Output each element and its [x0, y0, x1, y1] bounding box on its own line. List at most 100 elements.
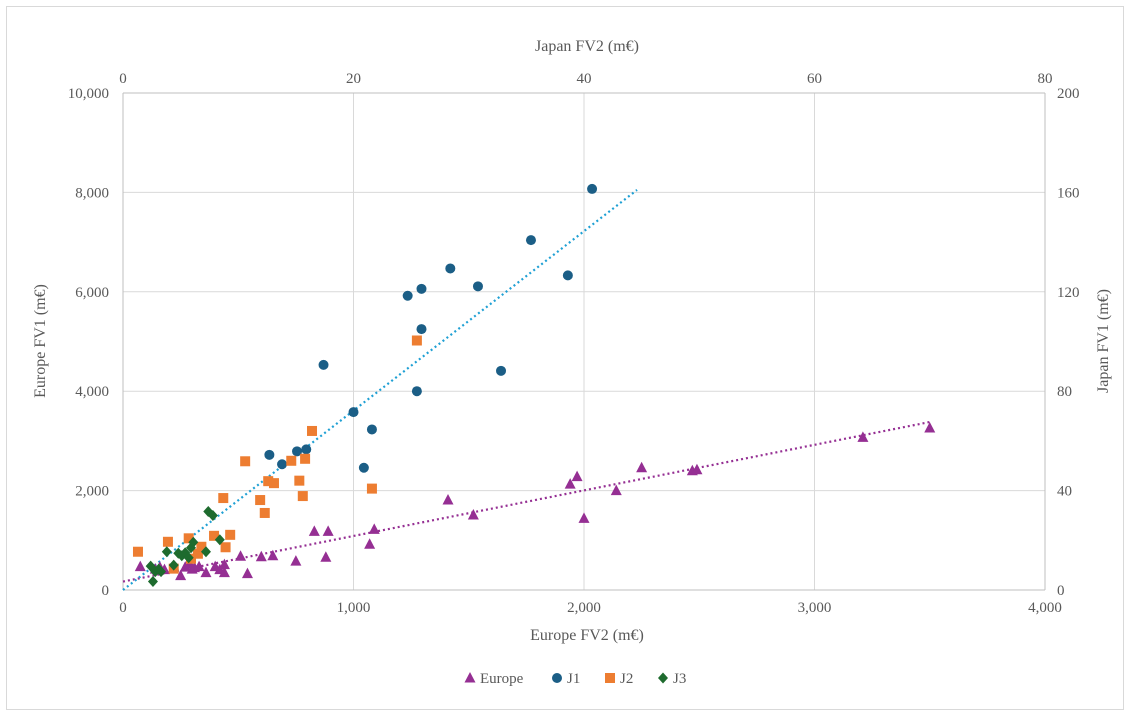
y-tick-label: 8,000: [75, 185, 109, 201]
data-point-j2: [300, 453, 311, 464]
data-point-j3: [188, 536, 199, 548]
data-point-j3: [156, 566, 167, 578]
data-point-j1: [366, 424, 377, 435]
data-point-europe: [290, 555, 302, 566]
series-j3: [145, 505, 225, 588]
data-point-europe: [578, 512, 590, 523]
y-tick-label: 10,000: [68, 86, 109, 102]
data-point-j2: [366, 483, 377, 494]
data-point-j2: [183, 533, 194, 544]
y-tick-label: 4,000: [75, 384, 109, 400]
data-point-europe: [175, 569, 187, 581]
x-tick-label: 4,000: [1028, 600, 1062, 616]
data-point-j2: [209, 530, 220, 541]
trendline-europe: [122, 420, 930, 583]
data-point-j1: [318, 359, 329, 370]
data-point-j1: [277, 459, 288, 470]
data-point-j1: [264, 449, 275, 460]
legend-label-j3: J3: [673, 671, 686, 687]
data-point-j1: [445, 263, 456, 274]
y-tick-label: 0: [102, 583, 110, 599]
data-point-europe: [610, 484, 622, 496]
legend-item-j1: J1: [552, 671, 580, 687]
data-point-j3: [161, 546, 172, 558]
axes: [122, 92, 1046, 591]
data-point-j3: [168, 559, 179, 571]
data-point-j2: [162, 536, 173, 547]
data-point-j2: [240, 456, 251, 467]
x-axis-title: Europe FV2 (m€): [530, 627, 644, 644]
data-point-europe: [320, 551, 332, 562]
x2-tick-label: 80: [1038, 71, 1053, 87]
legend-marker-europe: [464, 672, 476, 683]
data-point-j2: [263, 476, 274, 487]
legend-item-j2: J2: [605, 671, 633, 687]
y2-tick-label: 120: [1057, 285, 1080, 301]
data-point-j2: [225, 529, 236, 540]
data-point-j2: [218, 493, 229, 504]
data-point-j2: [411, 335, 422, 346]
data-point-europe: [571, 470, 583, 482]
data-point-j3: [147, 576, 158, 588]
series-j2: [132, 335, 422, 574]
data-point-j1: [472, 281, 483, 292]
trendline-j1: [122, 189, 638, 591]
data-point-j2: [259, 507, 270, 518]
data-point-j1: [358, 462, 369, 473]
legend-label-europe: Europe: [480, 671, 524, 687]
data-point-j2: [297, 491, 308, 502]
data-point-europe: [564, 478, 576, 489]
legend-item-europe: Europe: [464, 671, 524, 687]
x-tick-label: 1,000: [337, 600, 371, 616]
data-point-j2: [286, 455, 297, 466]
data-point-j3: [200, 546, 211, 558]
x-tick-label: 2,000: [567, 600, 601, 616]
x-tick-label: 0: [119, 600, 127, 616]
series-europe: [134, 421, 936, 581]
legend-label-j2: J2: [620, 671, 633, 687]
data-point-j1: [416, 283, 427, 294]
y2-tick-label: 80: [1057, 384, 1072, 400]
y-tick-label: 6,000: [75, 285, 109, 301]
x2-tick-label: 0: [119, 71, 127, 87]
data-point-europe: [442, 494, 454, 505]
data-point-j1: [402, 290, 413, 301]
data-points: [132, 183, 936, 588]
data-point-j3: [207, 509, 218, 521]
data-point-j2: [268, 478, 279, 489]
x2-tick-label: 60: [807, 71, 822, 87]
data-point-europe: [235, 550, 247, 561]
data-point-j2: [255, 495, 266, 506]
y2-tick-label: 160: [1057, 185, 1080, 201]
data-point-europe: [368, 523, 380, 534]
legend-marker-j3: [658, 672, 668, 684]
legend-item-j3: J3: [658, 671, 686, 687]
data-point-europe: [924, 421, 936, 433]
data-point-europe: [636, 461, 648, 473]
data-point-j3: [183, 552, 194, 564]
data-point-j1: [562, 270, 573, 281]
data-point-j1: [411, 386, 422, 397]
data-point-europe: [134, 560, 146, 572]
x2-tick-label: 40: [577, 71, 592, 87]
data-point-j2: [196, 541, 207, 552]
data-point-europe: [857, 431, 869, 442]
data-point-europe: [364, 538, 376, 549]
data-point-j2: [132, 546, 143, 557]
data-point-j2: [192, 548, 203, 559]
data-point-j1: [348, 407, 359, 418]
data-point-europe: [308, 525, 320, 536]
legend-label-j1: J1: [567, 671, 580, 687]
legend-marker-j1: [552, 673, 562, 683]
data-point-j1: [525, 235, 536, 246]
chart-frame: 0 1,000 2,000 3,000 4,000 0 20 40 60 80 0 2,000 4,00…: [6, 6, 1124, 710]
data-point-europe: [322, 525, 334, 536]
x2-tick-label: 20: [346, 71, 361, 87]
data-point-j2: [294, 475, 305, 486]
data-point-europe: [467, 508, 479, 520]
y2-axis-title: Japan FV1 (m€): [1095, 289, 1112, 393]
y2-tick-label: 40: [1057, 484, 1072, 500]
series-j1: [264, 183, 598, 473]
